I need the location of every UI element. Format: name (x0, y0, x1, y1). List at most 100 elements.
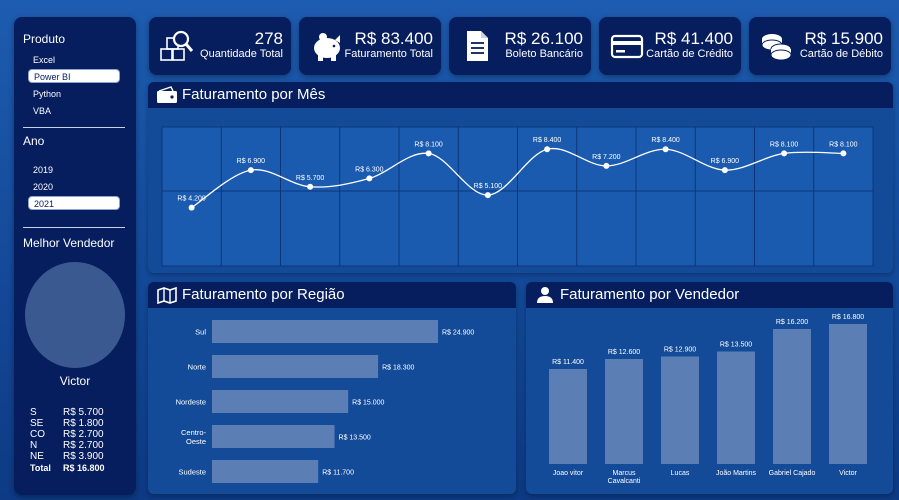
kpi-boleto-bancario: R$ 26.100 Boleto Bancário (449, 17, 591, 75)
filter-sidebar: Produto Excel Power BI Python VBA Ano 20… (14, 17, 136, 495)
kpi-faturamento-total: R$ 83.400 Faturamento Total (299, 17, 441, 75)
ano-item-2021[interactable]: 2021 (28, 196, 120, 210)
region-bar (212, 425, 335, 448)
produto-item-powerbi[interactable]: Power BI (28, 69, 120, 83)
kpi-label: Boleto Bancário (505, 48, 583, 60)
region-value: R$ 1.800 (63, 418, 104, 429)
data-point (662, 146, 669, 153)
data-label: R$ 18.300 (382, 365, 414, 372)
panel-title: Faturamento por Região (182, 286, 345, 303)
data-label: R$ 11.400 (552, 359, 584, 366)
data-label: R$ 6.900 (237, 158, 266, 165)
region-code: N (30, 440, 38, 451)
seller-name: Victor (59, 374, 91, 388)
kpi-value: R$ 15.900 (804, 29, 883, 48)
data-label: R$ 12.600 (608, 349, 640, 356)
panel-faturamento-vendedor: Faturamento por Vendedor R$ 11.400 Joao v… (526, 282, 893, 494)
divider (23, 227, 125, 228)
seller-bar (829, 324, 867, 464)
piggy-bank-icon (314, 33, 340, 61)
region-bar (212, 320, 438, 343)
monthly-line-chart: R$ 4.200janR$ 6.900fevR$ 5.700marR$ 6.30… (161, 126, 874, 267)
data-point (188, 204, 195, 211)
tick-label: Sul (195, 328, 206, 337)
region-value: R$ 2.700 (63, 440, 104, 451)
data-label: R$ 8.100 (770, 141, 799, 148)
avatar (25, 262, 125, 368)
kpi-label: Quantidade Total (200, 48, 283, 60)
data-label: R$ 24.900 (442, 330, 474, 337)
tick-label: Lucas (671, 470, 690, 477)
kpi-label: Cartão de Débito (799, 48, 883, 60)
data-label: R$ 6.900 (711, 158, 740, 165)
data-label: R$ 8.100 (414, 141, 443, 148)
search-boxes-icon (160, 30, 194, 61)
coins-icon (761, 34, 792, 61)
panel-faturamento-mes: Faturamento por Mês R$ 4.200janR$ 6.900f… (148, 82, 893, 273)
data-point (603, 162, 610, 169)
data-label: R$ 13.500 (339, 435, 371, 442)
kpi-label: Faturamento Total (344, 48, 433, 60)
data-label: R$ 15.000 (352, 400, 384, 407)
tick-label: Gabriel Cajado (769, 470, 816, 477)
data-point (721, 167, 728, 174)
region-code: NE (30, 451, 44, 462)
panel-header: Faturamento por Vendedor (526, 282, 893, 308)
data-label: R$ 12.900 (664, 347, 696, 354)
seller-bar (717, 351, 755, 464)
kpi-value: R$ 83.400 (354, 29, 433, 48)
ano-title: Ano (23, 134, 45, 148)
tick-label: Sudeste (178, 468, 206, 477)
kpi-label: Cartão de Crédito (646, 48, 733, 60)
seller-bar (773, 329, 811, 464)
region-bar (212, 460, 319, 483)
tick-label: Marcus Cavalcanti (608, 470, 641, 485)
produto-item-vba[interactable]: VBA (33, 106, 52, 116)
sheet-edge (0, 0, 14, 500)
data-point (307, 183, 314, 190)
region-code: S (30, 407, 37, 418)
region-value: R$ 5.700 (63, 407, 104, 418)
total-label: Total (30, 463, 51, 473)
panel-title: Faturamento por Vendedor (560, 286, 740, 303)
region-bar-chart: R$ 24.900 Sul R$ 18.300 Norte R$ 15.000 Norde… (176, 320, 474, 483)
kpi-cartao-debito: R$ 15.900 Cartão de Débito (749, 17, 891, 75)
melhor-vendedor-title: Melhor Vendedor (23, 236, 115, 250)
seller-bar (661, 356, 699, 464)
map-icon (157, 286, 177, 304)
divider (23, 127, 125, 128)
region-code: SE (30, 418, 44, 429)
data-label: R$ 8.100 (829, 141, 858, 148)
data-label: R$ 11.700 (322, 470, 354, 477)
panel-header: Faturamento por Região (148, 282, 516, 308)
data-label: R$ 16.800 (832, 314, 864, 321)
document-icon (467, 31, 488, 61)
seller-bar-chart: R$ 11.400 Joao vitor R$ 12.600 Marcus Cavalc… (549, 314, 867, 485)
produto-item-excel[interactable]: Excel (33, 55, 56, 65)
region-bar (212, 355, 379, 378)
region-value: R$ 3.900 (63, 451, 104, 462)
kpi-quantidade-total: 278 Quantidade Total (149, 17, 291, 75)
tick-label: João Martins (716, 470, 757, 477)
region-code: CO (30, 429, 45, 440)
kpi-value: R$ 26.100 (504, 29, 583, 48)
kpi-cartao-credito: R$ 41.400 Cartão de Crédito (599, 17, 741, 75)
region-value: R$ 2.700 (63, 429, 104, 440)
data-label: R$ 4.200 (177, 196, 206, 203)
tick-label: Joao vitor (553, 470, 584, 477)
produto-item-python[interactable]: Python (33, 89, 62, 99)
data-label: R$ 8.400 (533, 137, 562, 144)
data-label: R$ 7.200 (592, 154, 621, 161)
kpi-value: R$ 41.400 (654, 29, 733, 48)
tick-label: Nordeste (176, 398, 206, 407)
tick-label: Victor (839, 470, 857, 477)
data-label: R$ 5.700 (296, 175, 325, 182)
panel-title: Faturamento por Mês (182, 86, 326, 103)
ano-item-2019[interactable]: 2019 (33, 165, 54, 175)
produto-title: Produto (23, 32, 66, 46)
data-label: R$ 8.400 (651, 137, 680, 144)
ano-item-2020[interactable]: 2020 (33, 182, 54, 192)
seller-bar (549, 369, 587, 464)
data-label: R$ 5.100 (474, 183, 503, 190)
data-point (781, 150, 788, 157)
